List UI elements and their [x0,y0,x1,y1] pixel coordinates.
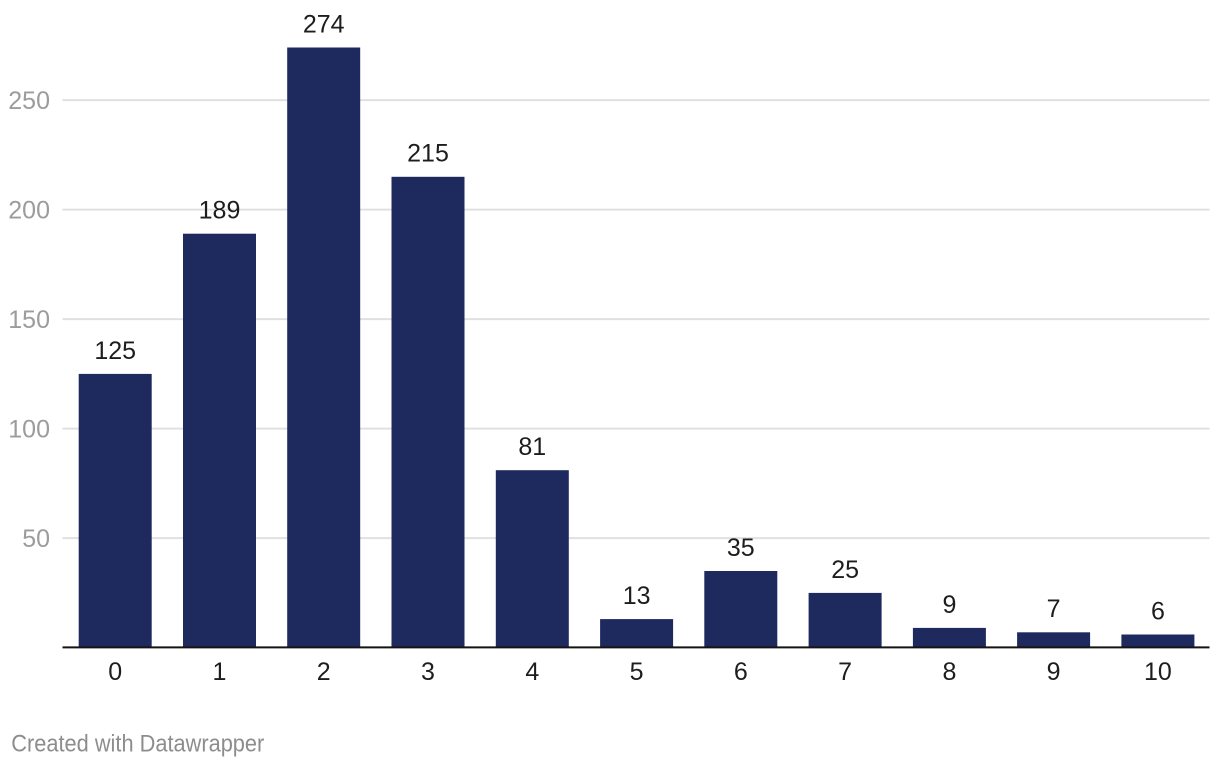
svg-text:8: 8 [942,658,956,686]
svg-text:10: 10 [1144,658,1172,686]
svg-text:5: 5 [630,658,644,686]
svg-text:Created with Datawrapper: Created with Datawrapper [11,731,264,758]
svg-text:13: 13 [623,582,651,610]
svg-text:6: 6 [1151,597,1165,625]
svg-text:4: 4 [525,658,539,686]
svg-text:50: 50 [22,525,50,553]
svg-text:200: 200 [8,197,50,225]
svg-text:25: 25 [831,556,859,584]
svg-text:35: 35 [727,534,755,562]
svg-text:9: 9 [942,591,956,619]
svg-text:100: 100 [8,416,50,444]
svg-text:1: 1 [213,658,227,686]
svg-text:125: 125 [94,337,136,365]
svg-text:6: 6 [734,658,748,686]
svg-text:2: 2 [317,658,331,686]
svg-text:189: 189 [199,197,241,225]
svg-text:7: 7 [1047,595,1061,623]
svg-text:250: 250 [8,87,50,115]
svg-text:3: 3 [421,658,435,686]
svg-text:215: 215 [407,140,449,168]
svg-text:9: 9 [1047,658,1061,686]
svg-text:81: 81 [518,433,546,461]
svg-text:150: 150 [8,306,50,334]
svg-text:7: 7 [838,658,852,686]
svg-text:0: 0 [108,658,122,686]
svg-text:274: 274 [303,10,345,38]
